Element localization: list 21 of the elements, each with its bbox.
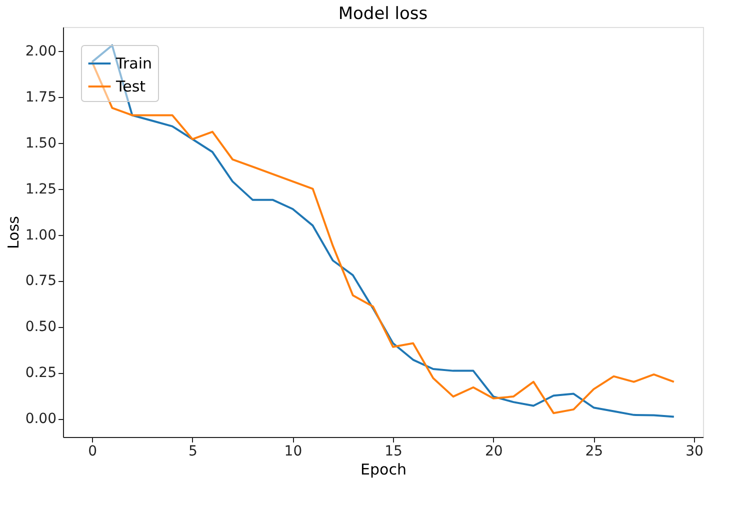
- legend-label: Test: [115, 78, 146, 96]
- y-tick-label: 1.00: [25, 227, 56, 244]
- y-tick-label: 1.75: [25, 89, 56, 106]
- y-tick-label: 1.25: [25, 181, 56, 198]
- x-tick-label: 30: [686, 444, 704, 460]
- legend-label: Train: [115, 54, 152, 72]
- y-tick-label: 2.00: [25, 43, 56, 60]
- x-axis-title: Epoch: [360, 460, 406, 478]
- x-tick-label: 10: [284, 444, 302, 460]
- x-tick-label: 15: [384, 444, 402, 460]
- y-tick-label: 0.75: [25, 273, 56, 290]
- y-tick-label: 1.50: [25, 135, 56, 152]
- x-tick-label: 5: [188, 444, 198, 460]
- y-tick-label: 0.25: [25, 365, 56, 382]
- y-tick-label: 0.50: [25, 319, 56, 336]
- y-axis-title: Loss: [4, 216, 22, 249]
- chart-title: Model loss: [338, 4, 428, 24]
- x-tick-label: 25: [585, 444, 604, 460]
- x-tick-label: 0: [88, 444, 98, 460]
- y-tick-label: 0.00: [25, 411, 56, 428]
- x-tick-label: 20: [484, 444, 503, 460]
